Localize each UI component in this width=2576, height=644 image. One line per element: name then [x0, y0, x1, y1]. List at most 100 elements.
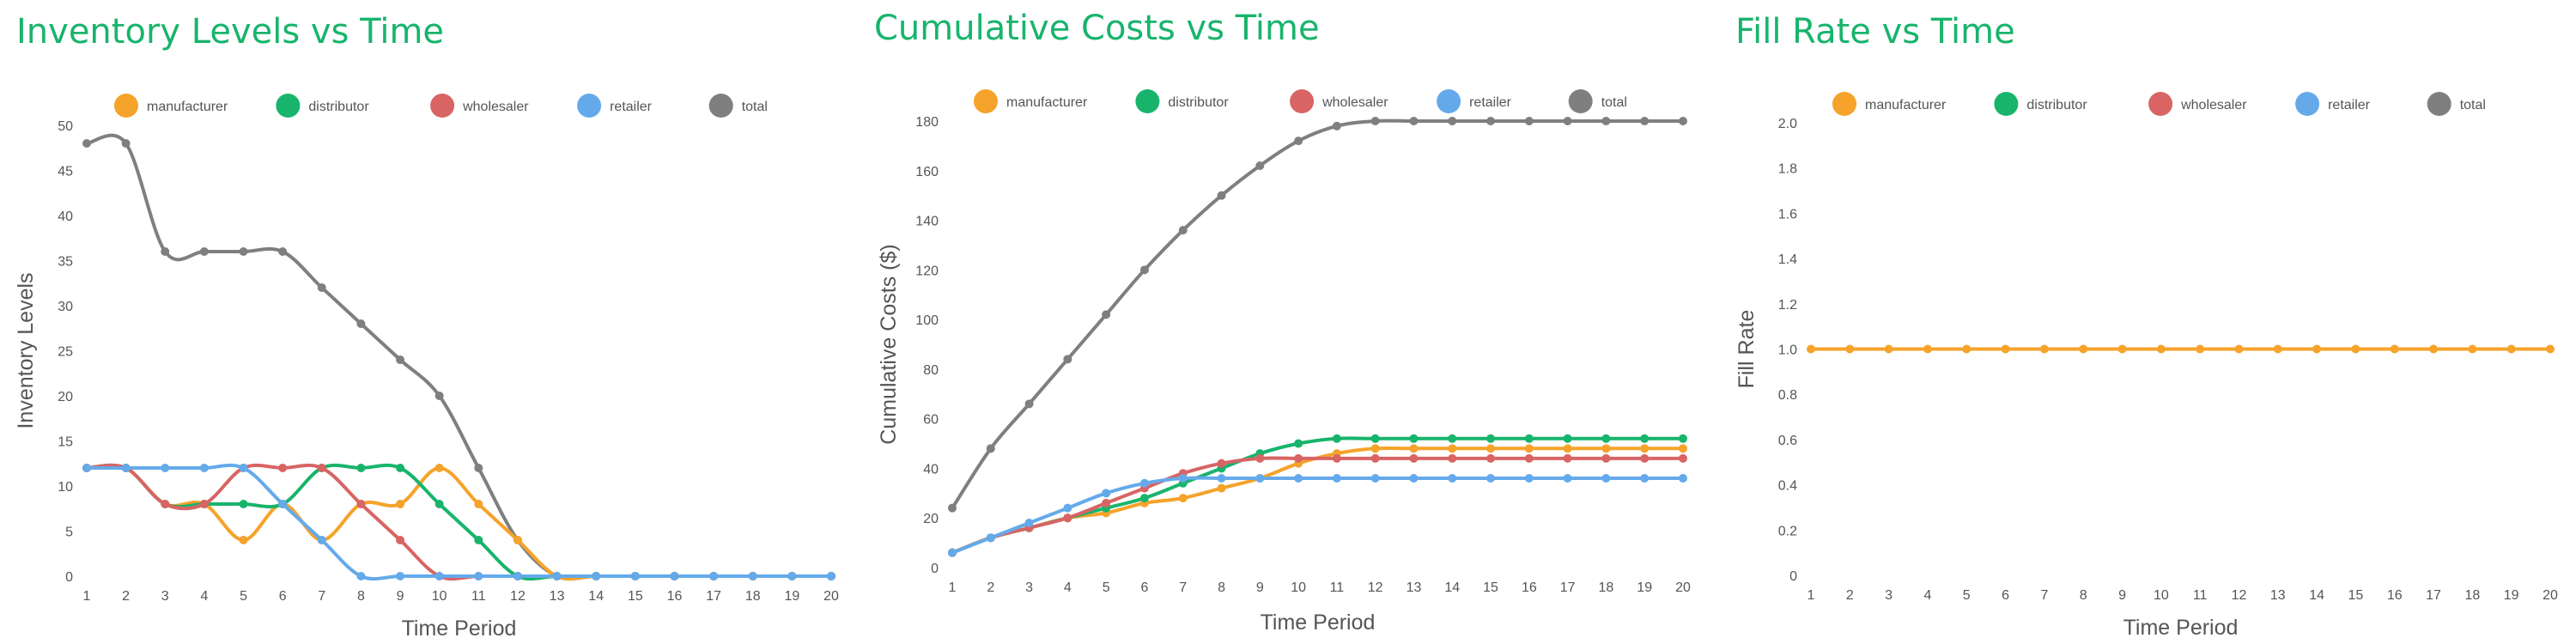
x-axis-title: Time Period	[2123, 616, 2239, 640]
data-point-retailer	[1563, 474, 1572, 483]
data-point-wholesaler	[1601, 453, 1611, 463]
y-tick-label: 120	[915, 264, 939, 278]
x-tick-label: 5	[240, 589, 247, 604]
x-tick-label: 9	[397, 589, 404, 604]
data-point-total	[396, 355, 405, 364]
y-tick-label: 1.2	[1778, 298, 1797, 313]
data-point-retailer	[1524, 474, 1534, 483]
y-axis-title: Fill Rate	[1735, 310, 1759, 389]
data-point-total	[1409, 117, 1419, 125]
data-point-total	[948, 503, 957, 513]
data-point-manufacturer	[434, 464, 444, 472]
legend-marker-distributor	[1994, 92, 2019, 116]
x-tick-label: 1	[1807, 588, 1815, 603]
data-point-manufacturer	[1601, 444, 1611, 453]
y-axis-title: Cumulative Costs ($)	[877, 244, 901, 444]
data-point-total	[1601, 117, 1611, 125]
data-point-total	[239, 247, 248, 256]
data-point-distributor	[1294, 439, 1303, 448]
data-point-wholesaler	[396, 536, 405, 544]
data-point-distributor	[1448, 434, 1457, 443]
x-tick-label: 2	[987, 580, 994, 595]
data-point-wholesaler	[161, 500, 170, 508]
y-tick-label: 140	[915, 215, 939, 229]
data-point-distributor	[474, 536, 483, 544]
y-tick-label: 0	[931, 562, 939, 576]
costs-chart-title: Cumulative Costs vs Time	[874, 9, 1320, 48]
data-point-distributor	[239, 500, 248, 508]
data-point-distributor	[356, 464, 366, 472]
x-tick-label: 18	[745, 589, 761, 604]
data-point-retailer	[1063, 503, 1072, 513]
y-tick-label: 0.8	[1778, 388, 1797, 403]
y-tick-label: 35	[58, 255, 73, 270]
legend-marker-total	[1568, 89, 1593, 113]
x-tick-label: 18	[2464, 588, 2480, 603]
x-tick-label: 13	[1406, 580, 1422, 595]
legend-label-total: total	[742, 100, 768, 114]
data-point-manufacturer	[1884, 344, 1893, 354]
legend-marker-total	[708, 94, 733, 118]
data-point-wholesaler	[278, 464, 288, 472]
legend-label-manufacturer: manufacturer	[1865, 98, 1947, 112]
data-point-total	[161, 247, 170, 256]
data-point-total	[1332, 121, 1341, 131]
x-tick-label: 17	[2426, 588, 2441, 603]
data-point-wholesaler	[1448, 453, 1457, 463]
data-point-wholesaler	[317, 464, 326, 472]
data-point-retailer	[1178, 474, 1188, 483]
x-tick-label: 5	[1963, 588, 1971, 603]
data-point-retailer	[592, 572, 601, 580]
x-tick-label: 16	[2387, 588, 2403, 603]
data-point-wholesaler	[1255, 453, 1265, 463]
x-tick-label: 2	[1846, 588, 1854, 603]
data-point-manufacturer	[2312, 344, 2322, 354]
legend-marker-distributor	[1135, 89, 1160, 113]
x-tick-label: 1	[949, 580, 957, 595]
y-tick-label: 160	[915, 165, 939, 179]
data-point-retailer	[278, 500, 288, 508]
y-tick-label: 0	[65, 570, 73, 585]
data-point-manufacturer	[239, 536, 248, 544]
x-tick-label: 7	[318, 589, 325, 604]
data-point-wholesaler	[199, 500, 209, 508]
data-point-total	[1679, 117, 1687, 125]
data-point-total	[1102, 310, 1111, 319]
legend-label-wholesaler: wholesaler	[1321, 95, 1388, 110]
data-point-wholesaler	[1563, 453, 1572, 463]
data-point-total	[1063, 355, 1072, 364]
data-point-total	[278, 247, 288, 256]
data-point-manufacturer	[2079, 344, 2088, 354]
data-point-total	[1524, 117, 1534, 125]
y-tick-label: 0	[1789, 569, 1797, 584]
data-point-manufacturer	[2429, 344, 2439, 354]
x-tick-label: 13	[550, 589, 565, 604]
data-point-manufacturer	[1640, 444, 1649, 453]
data-point-retailer	[82, 464, 91, 472]
data-point-retailer	[1102, 489, 1111, 498]
x-tick-label: 11	[2193, 588, 2208, 603]
data-point-retailer	[161, 464, 170, 472]
data-point-total	[1255, 161, 1265, 170]
x-tick-label: 1	[83, 589, 91, 604]
data-point-total	[317, 283, 326, 292]
data-point-distributor	[1640, 434, 1649, 443]
data-point-retailer	[1139, 478, 1149, 488]
x-axis-title: Time Period	[402, 617, 517, 641]
y-tick-label: 20	[58, 390, 73, 404]
data-point-manufacturer	[513, 536, 522, 544]
x-tick-label: 4	[200, 589, 208, 604]
data-point-manufacturer	[1524, 444, 1534, 453]
x-tick-label: 11	[471, 589, 486, 604]
data-point-total	[474, 464, 483, 472]
data-point-total	[986, 444, 995, 453]
data-point-manufacturer	[1448, 444, 1457, 453]
x-tick-label: 16	[667, 589, 683, 604]
data-point-retailer	[396, 572, 405, 580]
y-tick-label: 40	[923, 462, 939, 477]
legend-marker-wholesaler	[2148, 92, 2173, 116]
x-tick-label: 4	[1064, 580, 1072, 595]
y-tick-label: 2.0	[1778, 117, 1797, 131]
x-tick-label: 12	[2232, 588, 2247, 603]
